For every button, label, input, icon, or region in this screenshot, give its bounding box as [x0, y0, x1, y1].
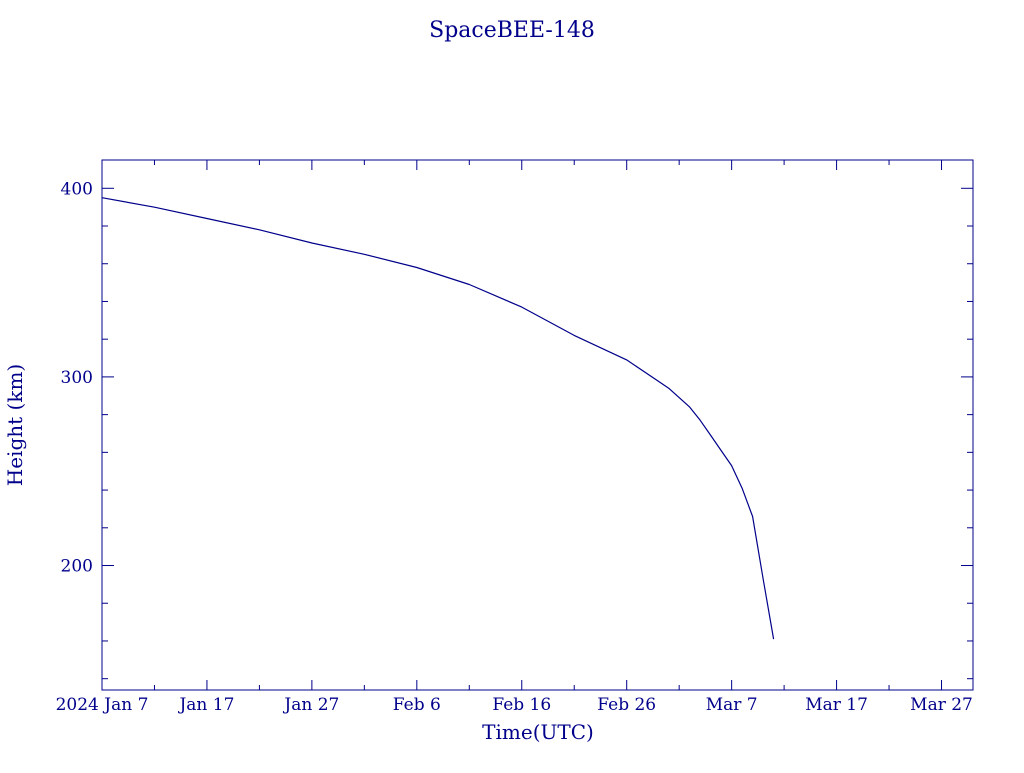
x-tick-label: Mar 7 — [706, 695, 758, 715]
y-axis-label: Height (km) — [3, 364, 27, 486]
x-tick-label: Mar 27 — [910, 695, 973, 715]
x-axis-label: Time(UTC) — [482, 720, 594, 744]
y-tick-label: 200 — [61, 557, 93, 577]
x-axis-tick-labels: 2024 Jan 7 Jan 17 Jan 27 Feb 6 Feb 16 Feb 26 M… — [56, 695, 973, 715]
y-axis-tick-labels: 200 300 400 — [61, 179, 93, 576]
y-tick-label: 400 — [61, 179, 93, 199]
x-tick-label: Feb 6 — [393, 695, 441, 715]
y-axis-ticks — [102, 187, 973, 680]
x-tick-label: 2024 Jan 7 — [56, 695, 149, 715]
y-tick-label: 300 — [61, 368, 93, 388]
height-series-line — [101, 197, 775, 640]
x-axis-ticks — [101, 160, 943, 690]
x-tick-label: Jan 17 — [177, 695, 234, 715]
chart-title: SpaceBEE-148 — [429, 18, 595, 43]
x-tick-label: Jan 27 — [282, 695, 339, 715]
x-tick-label: Feb 16 — [492, 695, 551, 715]
x-tick-label: Feb 26 — [597, 695, 656, 715]
plot-frame — [101, 159, 974, 691]
x-tick-label: Mar 17 — [805, 695, 868, 715]
